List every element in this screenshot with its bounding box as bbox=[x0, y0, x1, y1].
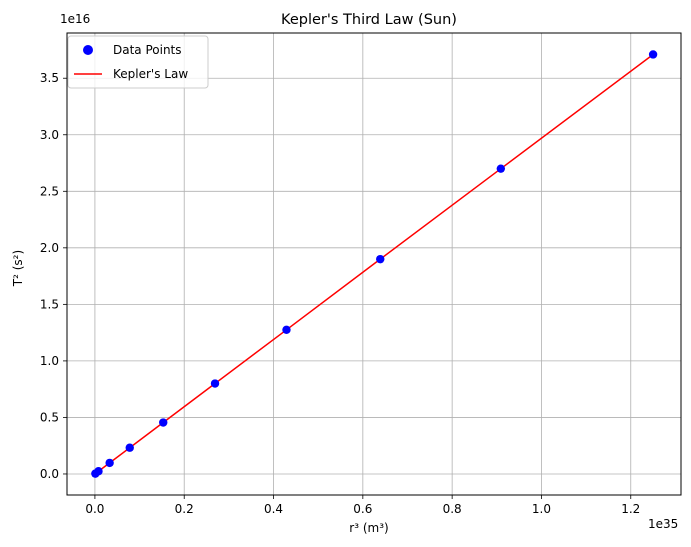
data-point bbox=[125, 443, 134, 452]
data-point bbox=[496, 164, 506, 173]
x-tick-label: 0.2 bbox=[175, 502, 194, 516]
y-tick-label: 2.5 bbox=[40, 184, 59, 198]
y-axis-title: T² (s²) bbox=[11, 250, 25, 287]
data-point bbox=[648, 50, 658, 59]
x-axis-title: r³ (m³) bbox=[349, 521, 388, 535]
data-point bbox=[282, 325, 291, 335]
x-tick-label: 0.6 bbox=[353, 502, 372, 516]
data-point bbox=[94, 467, 103, 476]
legend: Data Points Kepler's Law bbox=[67, 35, 209, 89]
x-tick-label: 0.4 bbox=[264, 502, 283, 516]
x-tick-label: 0.8 bbox=[443, 502, 462, 516]
y-tick-label: 1.0 bbox=[40, 354, 59, 368]
data-point bbox=[376, 254, 385, 264]
x-tick-label: 1.0 bbox=[532, 502, 551, 516]
data-point bbox=[105, 458, 114, 468]
y-tick-label: 3.0 bbox=[40, 128, 59, 142]
legend-label-keplers-law: Kepler's Law bbox=[113, 67, 188, 81]
data-point bbox=[159, 418, 168, 427]
y-offset-label: 1e16 bbox=[60, 12, 90, 26]
ticks: 0.0 0.2 0.4 0.6 0.8 1.0 1.2 0.0 0.5 1.0 1.5 2.0 2.5 3… bbox=[40, 71, 640, 516]
chart-title: Kepler's Third Law (Sun) bbox=[281, 12, 457, 28]
plot-frame bbox=[66, 32, 682, 496]
y-tick-label: 2.0 bbox=[40, 241, 59, 255]
x-offset-label: 1e35 bbox=[648, 517, 678, 531]
y-tick-label: 0.0 bbox=[40, 467, 59, 481]
series-layer bbox=[91, 50, 658, 478]
y-tick-label: 1.5 bbox=[40, 297, 59, 311]
y-tick-label: 3.5 bbox=[40, 71, 59, 85]
legend-box bbox=[67, 35, 209, 89]
x-tick-label: 0.0 bbox=[85, 502, 104, 516]
legend-marker-data-points bbox=[83, 45, 93, 55]
legend-label-data-points: Data Points bbox=[113, 43, 182, 57]
data-point bbox=[210, 379, 220, 388]
y-tick-label: 0.5 bbox=[40, 410, 59, 424]
series-line-keplers-law bbox=[94, 53, 654, 475]
x-tick-label: 1.2 bbox=[621, 502, 640, 516]
